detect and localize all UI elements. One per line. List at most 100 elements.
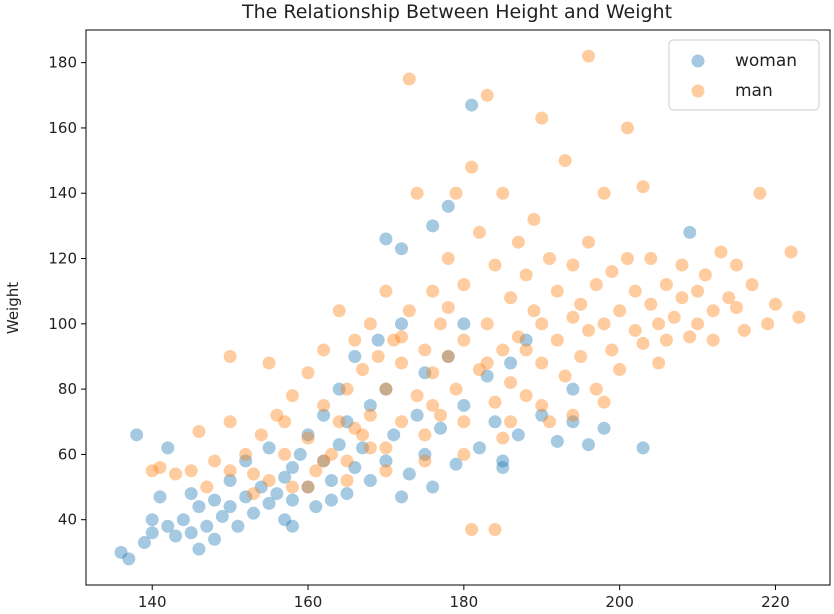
point-man (605, 265, 619, 279)
point-woman (488, 415, 502, 429)
point-man (550, 284, 564, 298)
point-man (457, 415, 471, 429)
point-woman (332, 438, 346, 452)
point-man (301, 431, 315, 445)
point-man (262, 356, 276, 370)
point-woman (285, 493, 299, 507)
point-man (589, 278, 603, 292)
point-man (613, 363, 627, 377)
point-woman (317, 408, 331, 422)
x-tick-label: 140 (138, 593, 167, 610)
point-woman (379, 382, 393, 396)
point-woman (387, 428, 401, 442)
legend-marker-woman (691, 54, 705, 68)
point-woman (402, 467, 416, 481)
point-woman (285, 519, 299, 533)
y-tick-label: 80 (58, 380, 77, 398)
point-man (519, 343, 533, 357)
point-woman (192, 500, 206, 514)
point-man (348, 333, 362, 347)
point-woman (114, 545, 128, 559)
y-tick-label: 160 (48, 119, 77, 137)
point-woman (262, 441, 276, 455)
point-man (644, 252, 658, 266)
legend: woman man (668, 39, 820, 111)
point-man (363, 408, 377, 422)
point-man (784, 245, 798, 259)
point-woman (317, 454, 331, 468)
point-man (301, 366, 315, 380)
point-man (433, 408, 447, 422)
point-woman (301, 428, 315, 442)
point-woman (309, 500, 323, 514)
point-woman (418, 366, 432, 380)
point-man (488, 258, 502, 272)
point-man (737, 323, 751, 337)
point-woman (511, 428, 525, 442)
point-woman (324, 474, 338, 488)
point-man (543, 415, 557, 429)
point-man (691, 317, 705, 331)
point-woman (215, 509, 229, 523)
y-tick-label: 60 (58, 445, 77, 463)
point-man (426, 366, 440, 380)
point-woman (566, 415, 580, 429)
point-man (698, 268, 712, 282)
point-man (340, 454, 354, 468)
point-man (496, 186, 510, 200)
point-man (644, 297, 658, 311)
point-man (535, 398, 549, 412)
point-woman (363, 474, 377, 488)
point-woman (504, 356, 518, 370)
point-man (402, 72, 416, 86)
point-man (239, 447, 253, 461)
point-man (395, 330, 409, 344)
point-woman (340, 487, 354, 501)
point-man (504, 415, 518, 429)
point-man (262, 474, 276, 488)
point-man (581, 49, 595, 63)
point-man (527, 304, 541, 318)
point-woman (581, 438, 595, 452)
y-tick-label: 120 (48, 250, 77, 268)
point-man (472, 363, 486, 377)
point-woman (192, 542, 206, 556)
point-man (636, 180, 650, 194)
point-man (706, 304, 720, 318)
point-woman (270, 487, 284, 501)
point-woman (208, 532, 222, 546)
point-man (535, 317, 549, 331)
point-man (324, 447, 338, 461)
y-axis-label: Weight (4, 282, 22, 334)
point-man (223, 349, 237, 363)
point-woman (262, 496, 276, 510)
point-man (527, 212, 541, 226)
legend-marker-man (691, 84, 705, 98)
point-man (465, 160, 479, 174)
point-woman (426, 219, 440, 233)
point-man (441, 349, 455, 363)
point-man (356, 428, 370, 442)
point-woman (223, 500, 237, 514)
point-man (574, 349, 588, 363)
point-man (730, 301, 744, 314)
point-woman (379, 454, 393, 468)
point-man (714, 245, 728, 259)
point-woman (130, 428, 144, 442)
point-man (449, 382, 463, 396)
point-man (395, 415, 409, 429)
plot-frame (85, 29, 831, 586)
point-woman (683, 225, 697, 239)
point-man (340, 382, 354, 396)
point-woman (223, 474, 237, 488)
point-man (488, 523, 502, 536)
point-man (418, 428, 432, 442)
point-man (581, 235, 595, 249)
point-man (169, 467, 183, 481)
point-man (418, 454, 432, 468)
point-man (488, 395, 502, 409)
point-woman (418, 447, 432, 461)
point-woman (410, 408, 424, 422)
point-woman (480, 369, 494, 383)
